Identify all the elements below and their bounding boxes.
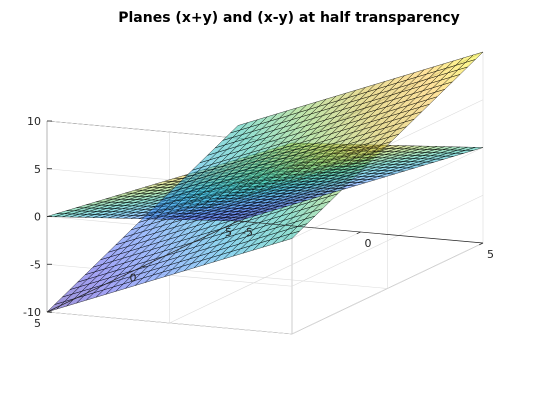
tick-labels: -10 -5 0 5 10 -5 0 5 -5 0 5	[23, 115, 494, 330]
x-tick-mark	[234, 220, 239, 224]
z-grid-line	[46, 311, 293, 335]
z-tick-label: 0	[34, 211, 41, 224]
x-tick-mark	[356, 231, 361, 235]
tick-marks	[46, 120, 484, 313]
x-tick-label: 0	[365, 237, 372, 250]
z-tick-label: -5	[30, 258, 41, 271]
z-grid-line	[291, 194, 484, 287]
y-tick-label: -5	[221, 226, 232, 239]
x-tick-label: 5	[487, 248, 494, 261]
z-grid-line	[291, 147, 484, 239]
x-tick-label: -5	[242, 226, 253, 239]
y-tick-label: 0	[130, 272, 137, 285]
z-grid-line	[291, 242, 484, 335]
z-tick-label: 5	[34, 163, 41, 176]
z-tick-label: 10	[27, 115, 41, 128]
y-tick-label: 5	[34, 317, 41, 330]
x-tick-mark	[479, 242, 484, 246]
surfaces	[46, 51, 484, 313]
surface-2-face	[465, 51, 484, 63]
surface-1-face	[465, 147, 484, 151]
z-tick-label: -10	[23, 306, 41, 319]
chart-title: Planes (x+y) and (x-y) at half transpare…	[118, 10, 459, 26]
